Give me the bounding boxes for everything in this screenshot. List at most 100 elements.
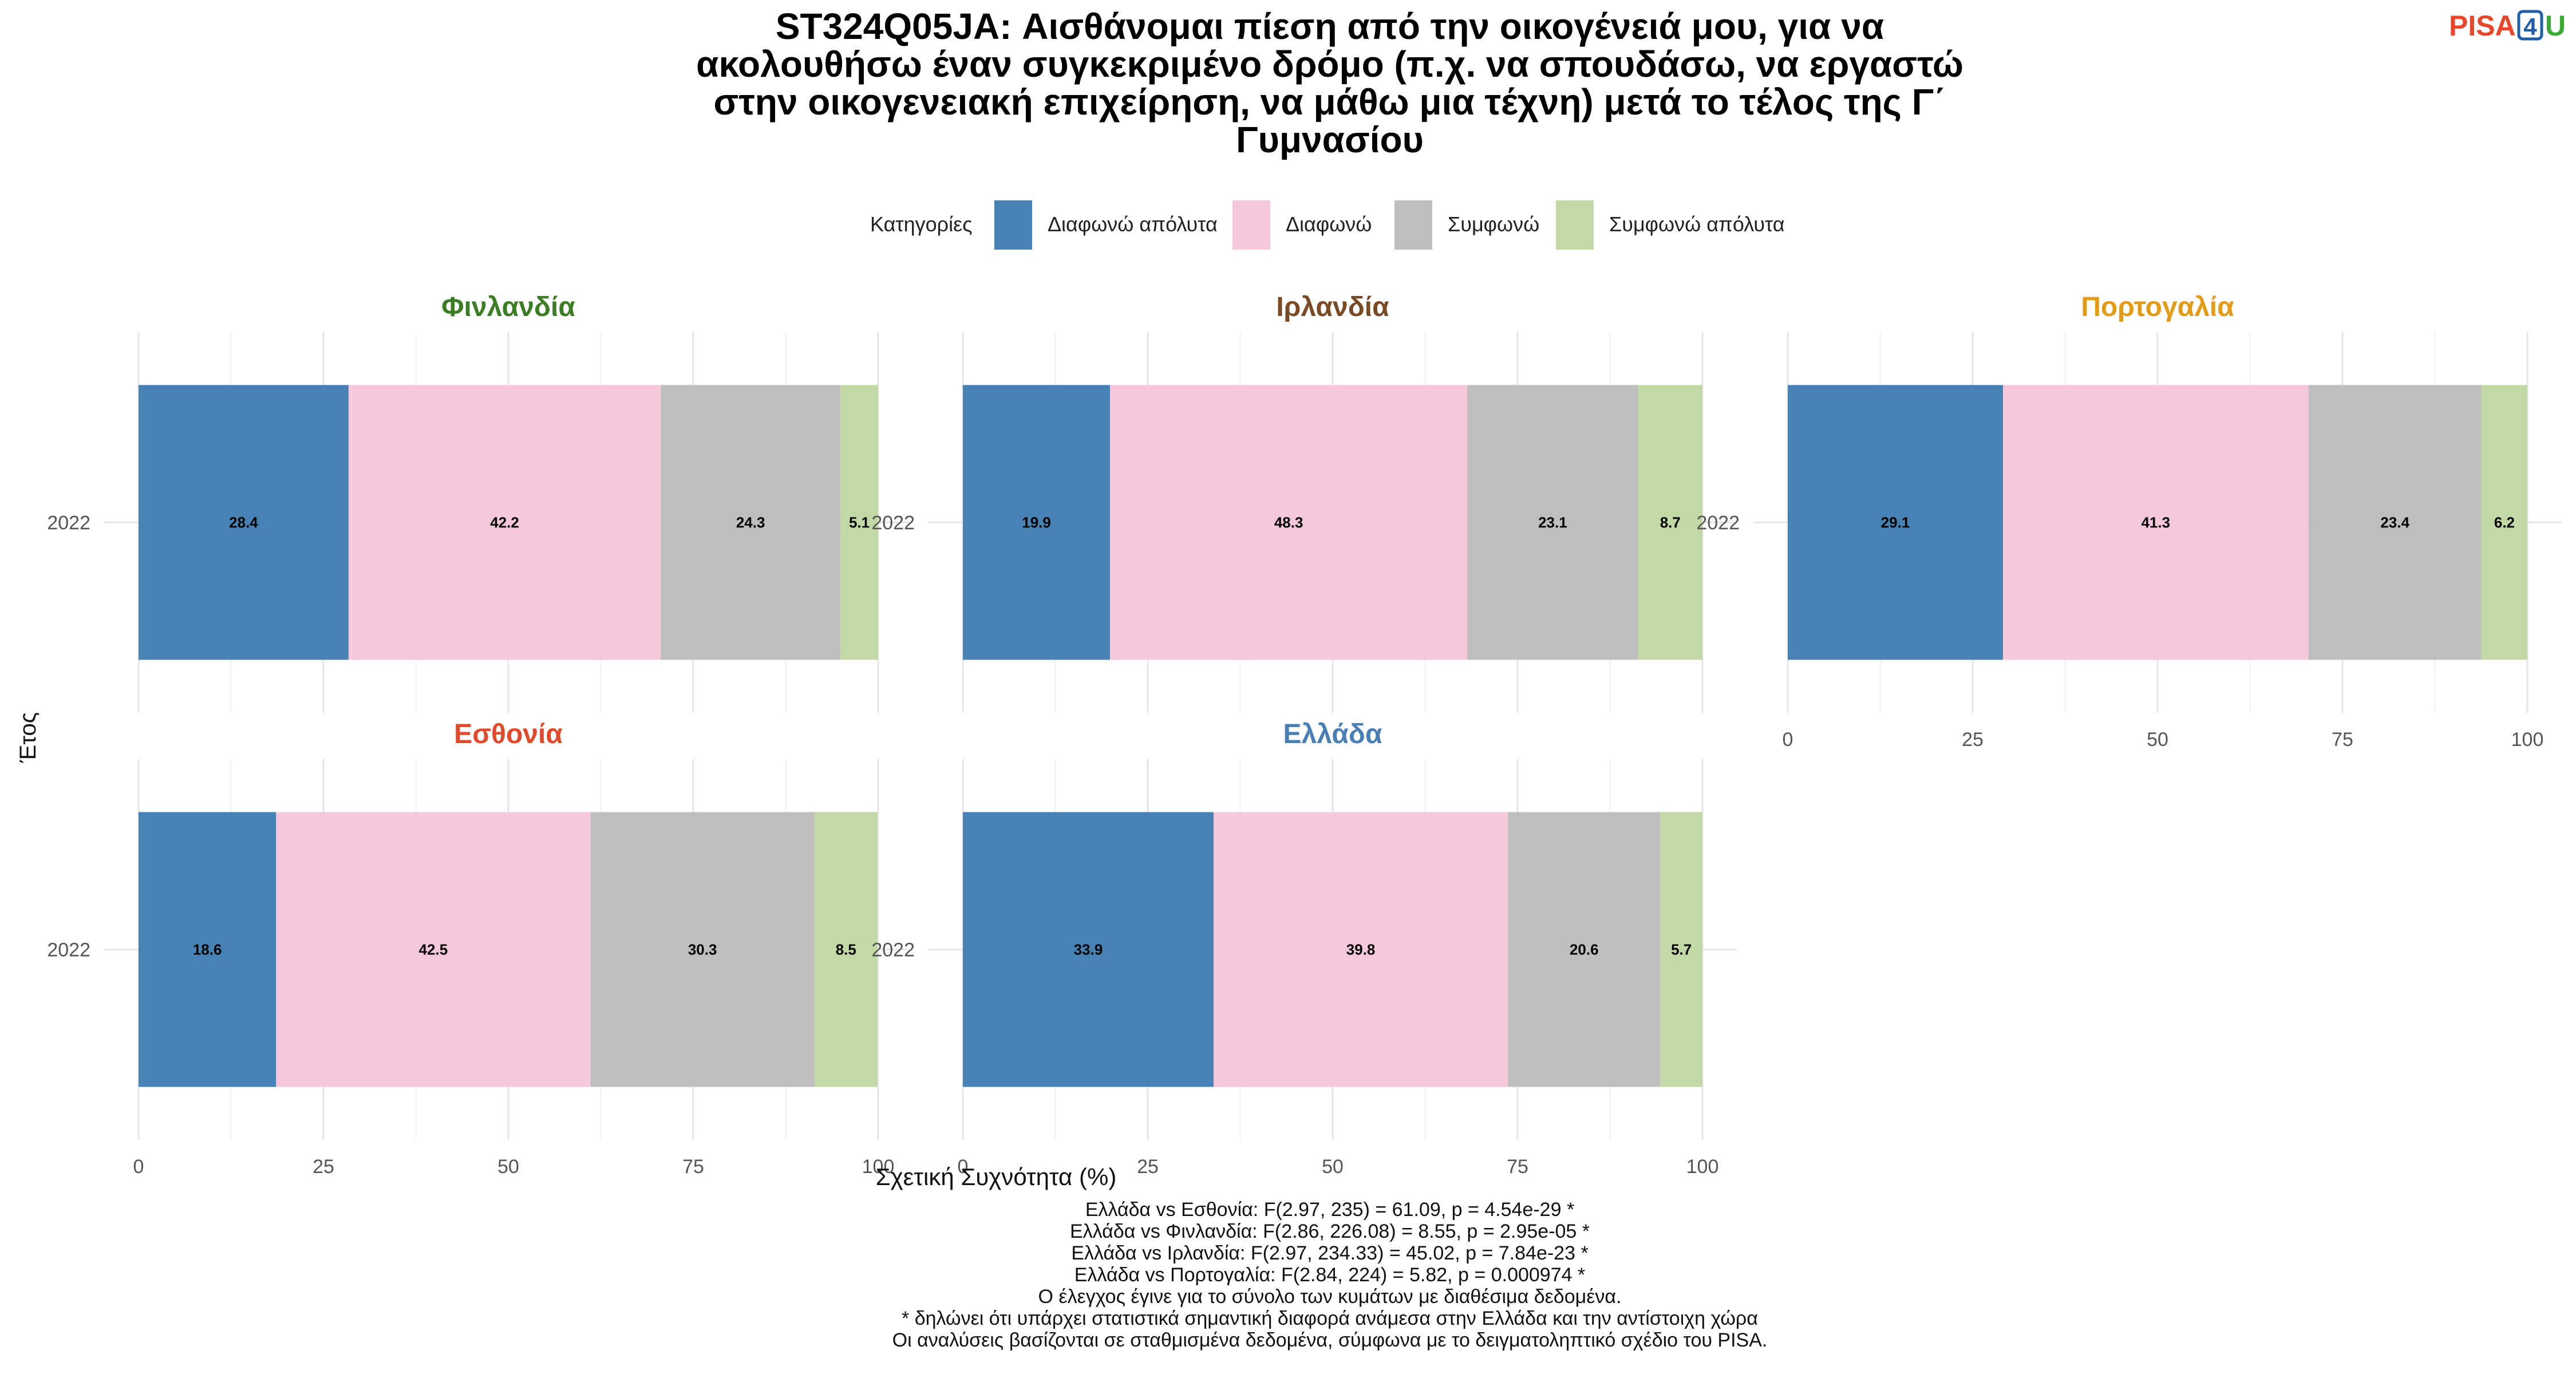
- bar-segment: [1213, 812, 1508, 1087]
- legend-label: Συμφωνώ απόλυτα: [1609, 212, 1785, 236]
- y-tick-label: 2022: [871, 512, 915, 534]
- panel-title: Ελλάδα: [1283, 719, 1382, 749]
- chart-title: ST324Q05JA: Αισθάνομαι πίεση από την οικ…: [696, 6, 1963, 160]
- bar-value-label: 19.9: [1022, 514, 1051, 531]
- bar-segment: [348, 385, 661, 660]
- bar-value-label: 8.5: [836, 941, 856, 958]
- legend-label: Συμφωνώ: [1448, 212, 1539, 236]
- legend-key: [1232, 200, 1270, 250]
- x-tick-label: 0: [1783, 729, 1793, 751]
- bar-segment: [276, 812, 591, 1087]
- bar-segment: [590, 812, 815, 1087]
- bar-segment: [1508, 812, 1661, 1087]
- panel-2: Ιρλανδία 2022 19.9 48.3 23.1 8.7: [871, 292, 1737, 713]
- x-tick-label: 75: [2332, 729, 2353, 751]
- x-tick-label: 100: [862, 1156, 895, 1178]
- y-axis-label: Έτος: [15, 712, 41, 763]
- logo-four-text: 4: [2523, 13, 2537, 40]
- bar-value-label: 23.4: [2380, 514, 2409, 531]
- bar-segment: [1638, 385, 1702, 660]
- bar-segment: [814, 812, 878, 1087]
- panel-3: Πορτογαλία 2022 29.1 41.3 23.4 6.2 0 25 50 75 100: [1696, 292, 2562, 751]
- title-line: ST324Q05JA: Αισθάνομαι πίεση από την οικ…: [776, 6, 1884, 47]
- x-tick-label: 50: [1322, 1156, 1344, 1178]
- y-tick-label: 2022: [1696, 512, 1740, 534]
- panel-4: Εσθονία 2022 18.6 42.5 30.3 8.5 0 25 50 75 100: [47, 719, 912, 1178]
- bar-segment: [1788, 385, 2003, 660]
- bar-value-label: 5.1: [849, 514, 870, 531]
- logo-four-box: [2517, 10, 2543, 41]
- bar-segment: [139, 812, 276, 1087]
- y-tick-label: 2022: [47, 939, 90, 961]
- bar-segment: [139, 385, 349, 660]
- x-tick-label: 50: [2147, 729, 2168, 751]
- caption-line: * δηλώνει ότι υπάρχει στατιστικά σημαντι…: [902, 1308, 1758, 1329]
- bar-value-label: 41.3: [2141, 514, 2170, 531]
- caption-line: Ελλάδα vs Ιρλανδία: F(2.97, 234.33) = 45…: [1071, 1242, 1588, 1264]
- logo-u-text: U: [2545, 10, 2566, 42]
- bar-value-label: 18.6: [193, 941, 222, 958]
- title-line: ακολουθήσω έναν συγκεκριμένο δρόμο (π.χ.…: [696, 44, 1963, 85]
- bar-segment: [840, 385, 878, 660]
- bar-segment: [661, 385, 841, 660]
- x-tick-label: 25: [1137, 1156, 1159, 1178]
- panel-title: Ιρλανδία: [1276, 292, 1389, 322]
- x-tick-label: 50: [497, 1156, 519, 1178]
- bar-value-label: 33.9: [1074, 941, 1103, 958]
- bar-value-label: 48.3: [1274, 514, 1303, 531]
- bar-value-label: 29.1: [1881, 514, 1910, 531]
- bar-value-label: 6.2: [2494, 514, 2515, 531]
- bar-segment: [2308, 385, 2482, 660]
- bar-segment: [1110, 385, 1468, 660]
- legend: Κατηγορίες Διαφωνώ απόλυτα Διαφωνώ Συμφωνώ Σ…: [870, 200, 1785, 250]
- caption-line: Ελλάδα vs Εσθονία: F(2.97, 235) = 61.09,…: [1085, 1199, 1574, 1221]
- bar-value-label: 30.3: [688, 941, 717, 958]
- legend-label: Διαφωνώ απόλυτα: [1048, 212, 1218, 236]
- y-tick-label: 2022: [47, 512, 90, 534]
- panel-title: Εσθονία: [454, 719, 563, 749]
- y-tick-label: 2022: [871, 939, 915, 961]
- pisa4u-logo: PISA 4 U: [2449, 10, 2566, 42]
- x-tick-label: 75: [1507, 1156, 1528, 1178]
- bar-segment: [1660, 812, 1702, 1087]
- title-line: στην οικογενειακή επιχείρηση, να μάθω μι…: [713, 81, 1946, 123]
- panel-title: Πορτογαλία: [2081, 292, 2234, 322]
- caption: Ελλάδα vs Εσθονία: F(2.97, 235) = 61.09,…: [892, 1199, 1768, 1351]
- legend-key: [1394, 200, 1432, 250]
- bar-value-label: 24.3: [736, 514, 765, 531]
- panels: Φινλανδία 2022 28.4 42.2 24.3 5.1 Ιρλανδία 2022…: [47, 292, 2562, 1178]
- legend-label: Διαφωνώ: [1286, 212, 1372, 236]
- x-tick-label: 75: [682, 1156, 704, 1178]
- panel-title: Φινλανδία: [441, 292, 575, 322]
- caption-line: Οι αναλύσεις βασίζονται σε σταθμισμένα δ…: [892, 1329, 1768, 1351]
- caption-line: Ο έλεγχος έγινε για το σύνολο των κυμάτω…: [1038, 1286, 1622, 1308]
- bar-value-label: 5.7: [1671, 941, 1692, 958]
- title-line: Γυμνασίου: [1236, 119, 1424, 160]
- logo-pisa-text: PISA: [2449, 10, 2516, 42]
- bar-value-label: 42.2: [490, 514, 519, 531]
- caption-line: Ελλάδα vs Φινλανδία: F(2.86, 226.08) = 8…: [1070, 1221, 1590, 1242]
- bar-segment: [963, 812, 1214, 1087]
- caption-line: Ελλάδα vs Πορτογαλία: F(2.84, 224) = 5.8…: [1074, 1264, 1585, 1286]
- legend-key: [994, 200, 1032, 250]
- x-tick-label: 0: [958, 1156, 969, 1178]
- panel-5: Ελλάδα 2022 33.9 39.8 20.6 5.7 0 25 50 75 100: [871, 719, 1737, 1178]
- bar-value-label: 28.4: [229, 514, 258, 531]
- bar-value-label: 42.5: [419, 941, 448, 958]
- x-tick-label: 0: [133, 1156, 144, 1178]
- bar-segment: [2002, 385, 2309, 660]
- x-tick-label: 25: [1962, 729, 1984, 751]
- bar-value-label: 8.7: [1660, 514, 1681, 531]
- legend-key: [1556, 200, 1594, 250]
- x-tick-label: 100: [1686, 1156, 1719, 1178]
- x-axis-label: Σχετική Συχνότητα (%): [876, 1163, 1117, 1190]
- bar-segment: [963, 385, 1111, 660]
- bar-value-label: 23.1: [1538, 514, 1567, 531]
- x-tick-label: 100: [2511, 729, 2544, 751]
- panel-1: Φινλανδία 2022 28.4 42.2 24.3 5.1: [47, 292, 912, 713]
- legend-title: Κατηγορίες: [870, 212, 973, 236]
- x-tick-label: 25: [313, 1156, 334, 1178]
- bar-value-label: 39.8: [1346, 941, 1376, 958]
- axis-labels: Σχετική Συχνότητα (%) Έτος: [15, 712, 1116, 1190]
